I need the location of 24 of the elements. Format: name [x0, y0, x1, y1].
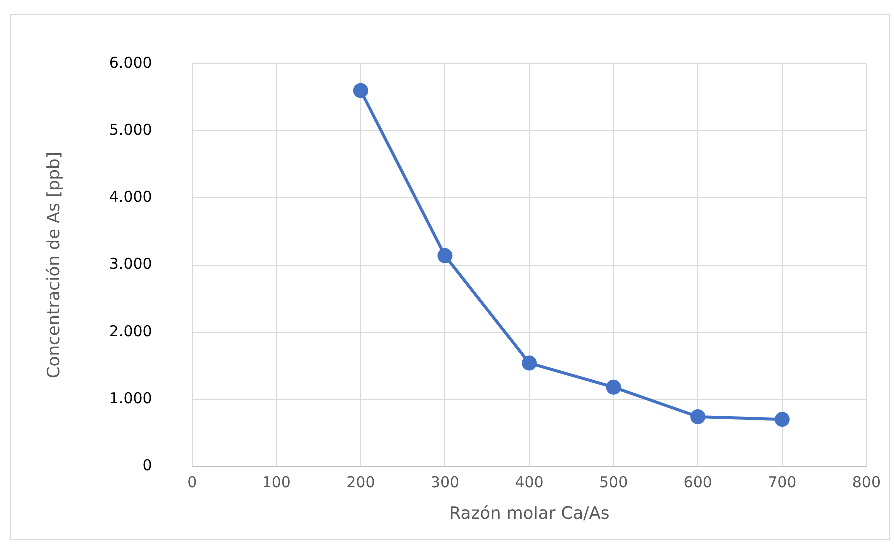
y-tick-label: 6.000	[109, 54, 152, 72]
x-tick-label: 0	[188, 473, 198, 492]
point	[353, 83, 368, 98]
y-tick-label: 4.000	[109, 188, 152, 206]
x-axis-title: Razón molar Ca/As	[449, 504, 610, 524]
x-tick-label: 200	[346, 473, 376, 492]
point	[438, 248, 453, 264]
y-axis-title: Concentración de As [ppb]	[44, 152, 65, 379]
x-tick-label: 700	[768, 473, 797, 492]
x-tick-label: 600	[684, 473, 712, 492]
y-tick-label: 3.000	[109, 255, 152, 274]
x-tick-label: 800	[852, 473, 882, 492]
point	[606, 380, 622, 395]
point	[522, 356, 538, 371]
point	[774, 412, 790, 428]
y-tick-label: 1.000	[109, 389, 152, 408]
y-tick-label: 0	[142, 456, 152, 474]
x-tick-label: 400	[515, 473, 544, 492]
x-tick-label: 500	[599, 473, 628, 492]
x-tick-label: 100	[262, 473, 291, 492]
y-tick-label: 5.000	[109, 120, 152, 139]
point	[690, 409, 706, 424]
x-tick-label: 300	[430, 473, 460, 492]
y-tick-label: 2.000	[109, 322, 152, 340]
